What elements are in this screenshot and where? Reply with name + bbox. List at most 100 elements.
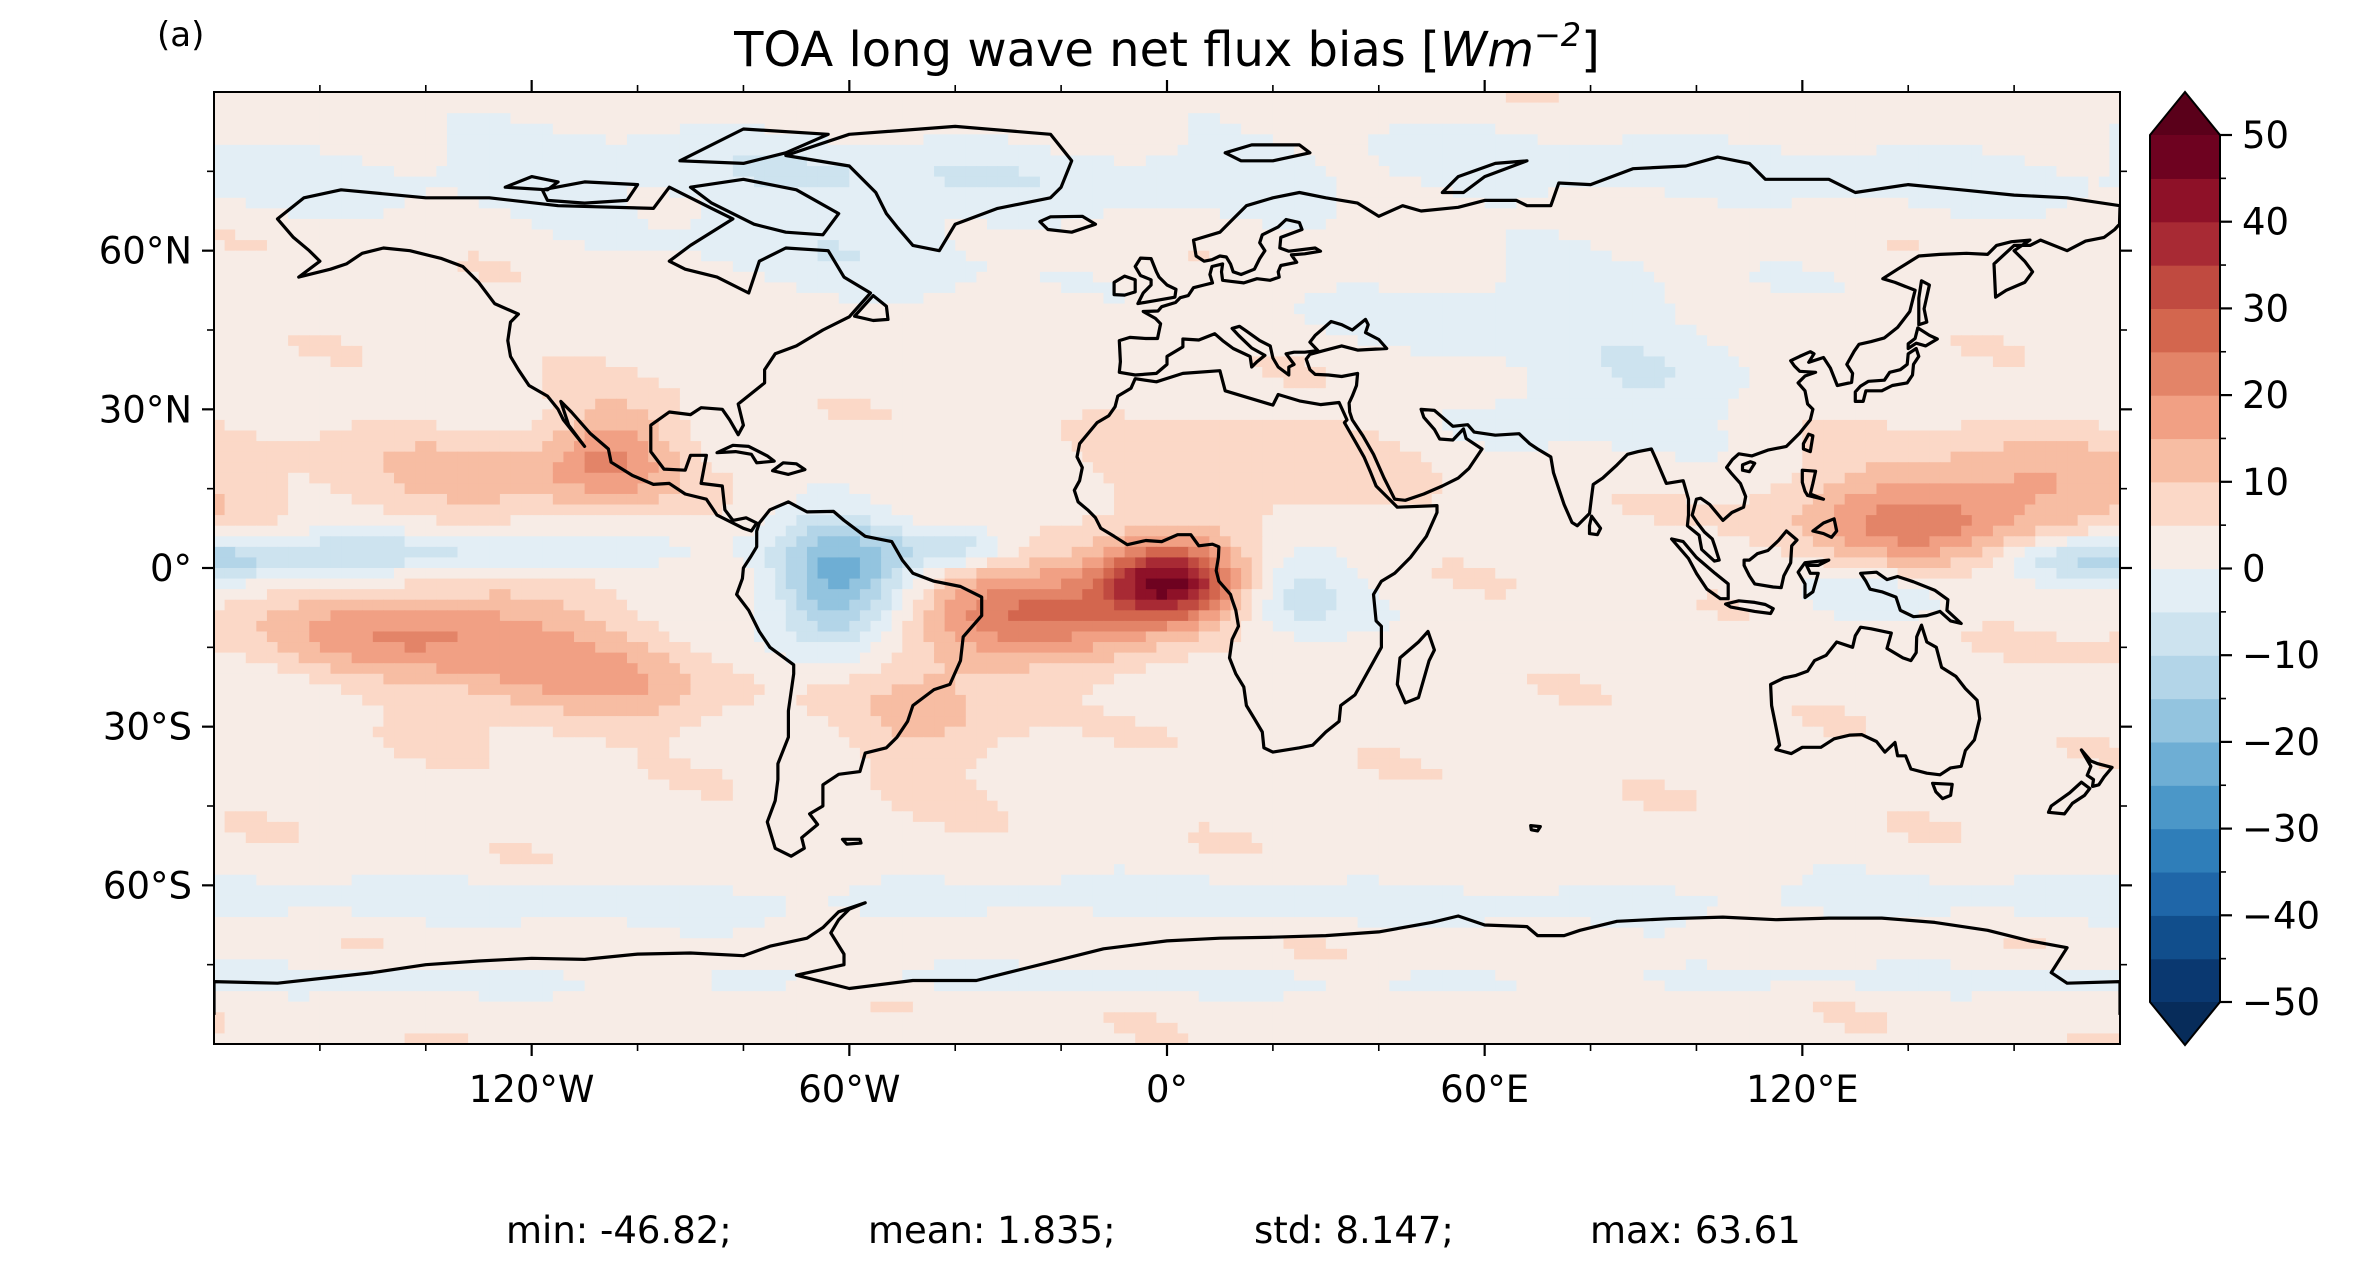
field-cell [638,346,649,357]
field-cell [563,240,574,251]
field-cell [1442,335,1453,346]
field-cell [1103,219,1114,230]
field-cell [892,367,903,378]
field-cell [976,356,987,367]
field-cell [1633,378,1644,389]
field-cell [659,356,670,367]
field-cell [532,219,543,230]
field-cell [881,113,892,124]
field-cell [1569,325,1580,336]
field-cell [616,92,627,103]
field-cell [1961,293,1972,304]
field-cell [818,177,829,188]
field-cell [1686,230,1697,241]
field-cell [1538,356,1549,367]
field-cell [341,282,352,293]
field-cell [638,92,649,103]
field-cell [987,155,998,166]
field-cell [1114,314,1125,325]
field-cell [1654,367,1665,378]
field-cell [1368,145,1379,156]
field-cell [733,261,744,272]
field-cell [1029,282,1040,293]
field-cell [415,124,426,135]
field-cell [2046,304,2057,315]
field-cell [902,251,913,262]
field-cell [1008,356,1019,367]
field-cell [1728,293,1739,304]
field-cell [595,208,606,219]
field-cell [1972,282,1983,293]
field-cell [2014,325,2025,336]
field-cell [1294,304,1305,315]
field-cell [945,145,956,156]
field-cell [1972,124,1983,135]
field-cell [701,325,712,336]
field-cell [288,346,299,357]
field-cell [1082,261,1093,272]
field-cell [574,346,585,357]
field-cell [267,187,278,198]
field-cell [1379,314,1390,325]
field-cell [881,103,892,114]
field-cell [553,155,564,166]
field-cell [1728,166,1739,177]
field-cell [923,335,934,346]
field-cell [225,134,236,145]
field-cell [1601,103,1612,114]
field-cell [1336,230,1347,241]
field-cell [680,230,691,241]
field-cell [405,272,416,283]
field-cell [1273,335,1284,346]
field-cell [1665,325,1676,336]
field-cell [256,261,267,272]
field-cell [553,92,564,103]
field-cell [860,208,871,219]
field-cell [1929,240,1940,251]
field-cell [701,219,712,230]
field-cell [934,378,945,389]
field-cell [2067,230,2078,241]
field-cell [2056,198,2067,209]
field-cell [447,145,458,156]
field-cell [1929,134,1940,145]
field-cell [2088,251,2099,262]
field-cell [341,198,352,209]
field-cell [1400,304,1411,315]
field-cell [1379,240,1390,251]
field-cell [892,325,903,336]
field-cell [521,208,532,219]
field-cell [1516,282,1527,293]
field-cell [1855,103,1866,114]
field-cell [606,251,617,262]
field-cell [765,113,776,124]
field-cell [913,187,924,198]
field-cell [606,378,617,389]
field-cell [1400,335,1411,346]
field-cell [468,113,479,124]
field-cell [1082,325,1093,336]
field-cell [1612,92,1623,103]
field-cell [1495,177,1506,188]
field-cell [394,282,405,293]
field-cell [436,145,447,156]
field-cell [225,124,236,135]
field-cell [754,103,765,114]
field-cell [1749,282,1760,293]
field-cell [1421,378,1432,389]
field-cell [267,272,278,283]
field-cell [1516,325,1527,336]
field-cell [1845,335,1856,346]
field-cell [1580,251,1591,262]
field-cell [1389,145,1400,156]
field-cell [860,219,871,230]
field-cell [1453,346,1464,357]
field-cell [394,272,405,283]
field-cell [1760,282,1771,293]
field-cell [553,166,564,177]
field-cell [1665,367,1676,378]
field-cell [1125,346,1136,357]
field-cell [2109,356,2120,367]
field-cell [1749,304,1760,315]
field-cell [1633,208,1644,219]
